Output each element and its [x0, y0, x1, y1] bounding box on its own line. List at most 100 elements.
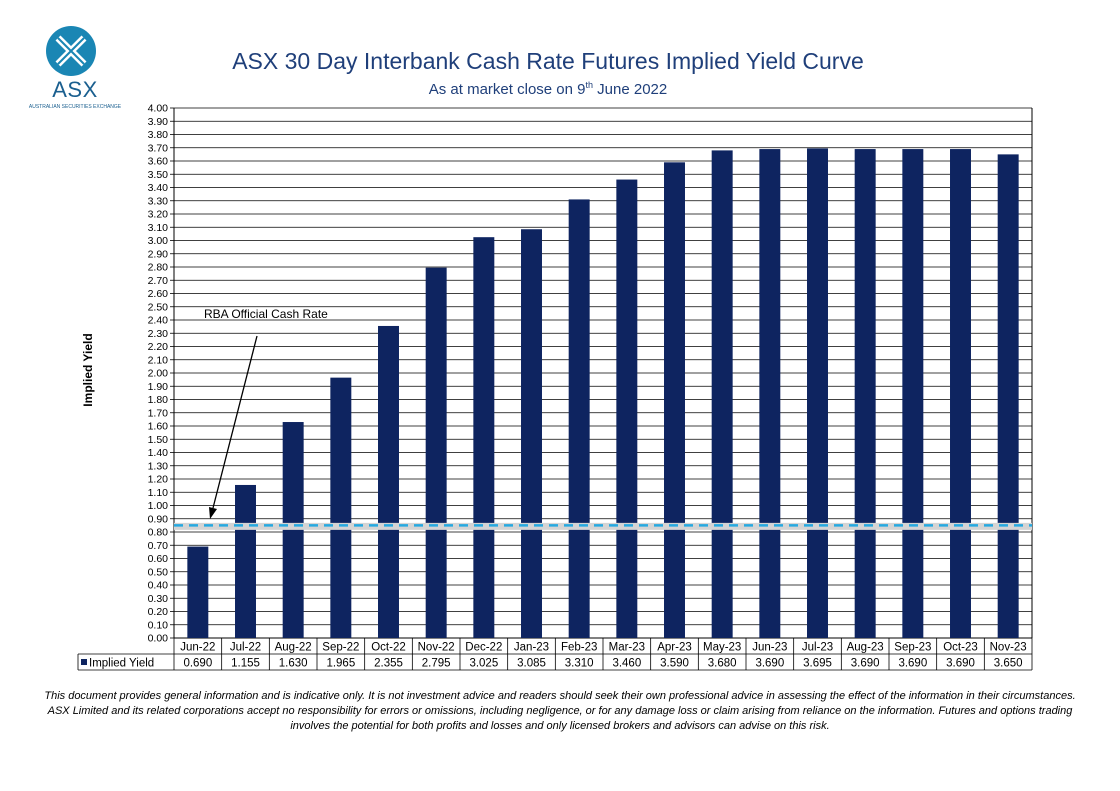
y-tick-label: 2.50 — [148, 301, 169, 313]
y-tick-label: 3.80 — [148, 129, 169, 141]
data-label: 2.355 — [374, 658, 403, 670]
x-tick-label: Apr-23 — [657, 642, 692, 654]
data-label: 3.680 — [708, 658, 737, 670]
bar — [807, 148, 828, 638]
y-tick-label: 0.90 — [148, 513, 169, 525]
data-label: 3.310 — [565, 658, 594, 670]
y-tick-label: 0.20 — [148, 606, 169, 618]
data-label: 3.695 — [803, 658, 832, 670]
y-tick-label: 2.10 — [148, 354, 169, 366]
data-label: 1.630 — [279, 658, 308, 670]
y-tick-label: 2.60 — [148, 288, 169, 300]
y-tick-label: 3.90 — [148, 116, 169, 128]
annotation-arrow-head-icon — [209, 507, 217, 519]
bar — [568, 199, 590, 639]
x-tick-label: Aug-22 — [275, 642, 312, 654]
bar — [187, 546, 209, 638]
bar — [282, 422, 304, 638]
y-tick-label: 0.40 — [148, 580, 169, 592]
y-tick-label: 3.60 — [148, 156, 169, 168]
x-tick-label: Aug-23 — [847, 642, 884, 654]
y-tick-label: 3.20 — [148, 209, 169, 221]
data-label: 3.690 — [851, 658, 880, 670]
y-tick-label: 3.10 — [148, 222, 169, 234]
y-tick-label: 2.80 — [148, 262, 169, 274]
x-tick-label: Sep-22 — [322, 642, 359, 654]
data-label: 3.590 — [660, 658, 689, 670]
legend-swatch — [81, 659, 87, 665]
y-tick-label: 0.50 — [148, 566, 169, 578]
bar — [521, 229, 542, 639]
y-tick-label: 0.80 — [148, 527, 169, 539]
data-label: 3.690 — [946, 658, 975, 670]
bar — [378, 325, 399, 638]
bar — [330, 377, 352, 638]
logo-text: ASX — [52, 77, 98, 102]
x-tick-label: Jul-22 — [230, 642, 261, 654]
y-tick-label: 4.00 — [148, 103, 169, 115]
y-tick-label: 3.00 — [148, 235, 169, 247]
y-tick-label: 3.70 — [148, 142, 169, 154]
x-tick-label: Jun-23 — [752, 642, 787, 654]
data-label: 3.025 — [469, 658, 498, 670]
bar — [235, 484, 256, 638]
subtitle-date-suffix: June 2022 — [593, 81, 668, 98]
subtitle-date-prefix: As at market close on 9 — [428, 81, 586, 98]
data-label: 1.155 — [231, 658, 260, 670]
chart-subtitle: As at market close on 9th June 2022 — [0, 80, 1096, 98]
y-tick-label: 0.00 — [148, 633, 169, 645]
bar — [711, 150, 733, 638]
y-tick-label: 3.40 — [148, 182, 169, 194]
bar — [997, 154, 1019, 638]
x-tick-label: Dec-22 — [465, 642, 502, 654]
y-tick-label: 0.60 — [148, 553, 169, 565]
data-label: 3.085 — [517, 658, 546, 670]
y-tick-label: 2.40 — [148, 315, 169, 327]
bar — [902, 149, 924, 638]
asx-logo-emblem-icon — [46, 26, 96, 76]
y-tick-label: 1.20 — [148, 474, 169, 486]
y-tick-label: 1.40 — [148, 447, 169, 459]
x-tick-label: Jan-23 — [514, 642, 549, 654]
asx-logo: ASX AUSTRALIAN SECURITIES EXCHANGE — [20, 26, 130, 116]
subtitle-ordinal: th — [585, 80, 594, 90]
y-tick-label: 0.10 — [148, 619, 169, 631]
y-tick-label: 2.00 — [148, 368, 169, 380]
annotation-label: RBA Official Cash Rate — [204, 307, 328, 321]
bar — [425, 267, 447, 638]
y-tick-label: 1.60 — [148, 421, 169, 433]
x-tick-label: Oct-23 — [943, 642, 978, 654]
x-tick-label: Oct-22 — [371, 642, 406, 654]
bar — [473, 237, 495, 638]
x-tick-label: Nov-22 — [418, 642, 455, 654]
y-tick-label: 2.30 — [148, 328, 169, 340]
data-label: 1.965 — [326, 658, 355, 670]
y-tick-label: 3.30 — [148, 195, 169, 207]
y-tick-label: 2.20 — [148, 341, 169, 353]
bar — [616, 179, 638, 639]
bar — [664, 162, 685, 638]
data-label: 3.460 — [612, 658, 641, 670]
bar — [759, 149, 781, 638]
logo-subtext: AUSTRALIAN SECURITIES EXCHANGE — [28, 104, 122, 110]
disclaimer: This document provides general informati… — [44, 690, 1076, 732]
x-tick-label: Nov-23 — [990, 642, 1027, 654]
data-label: 2.795 — [422, 658, 451, 670]
bar — [854, 149, 876, 638]
x-tick-label: May-23 — [703, 642, 741, 654]
x-tick-label: Jun-22 — [180, 642, 215, 654]
y-tick-label: 1.10 — [148, 487, 169, 499]
x-tick-label: Jul-23 — [802, 642, 833, 654]
x-tick-label: Mar-23 — [609, 642, 645, 654]
legend-label: Implied Yield — [89, 658, 154, 670]
y-tick-label: 1.50 — [148, 434, 169, 446]
y-tick-label: 1.90 — [148, 381, 169, 393]
y-tick-label: 0.30 — [148, 593, 169, 605]
data-label: 3.690 — [755, 658, 784, 670]
chart-title: ASX 30 Day Interbank Cash Rate Futures I… — [232, 48, 864, 74]
x-tick-label: Feb-23 — [561, 642, 597, 654]
y-tick-label: 1.70 — [148, 407, 169, 419]
y-tick-label: 2.90 — [148, 248, 169, 260]
y-tick-label: 3.50 — [148, 169, 169, 181]
